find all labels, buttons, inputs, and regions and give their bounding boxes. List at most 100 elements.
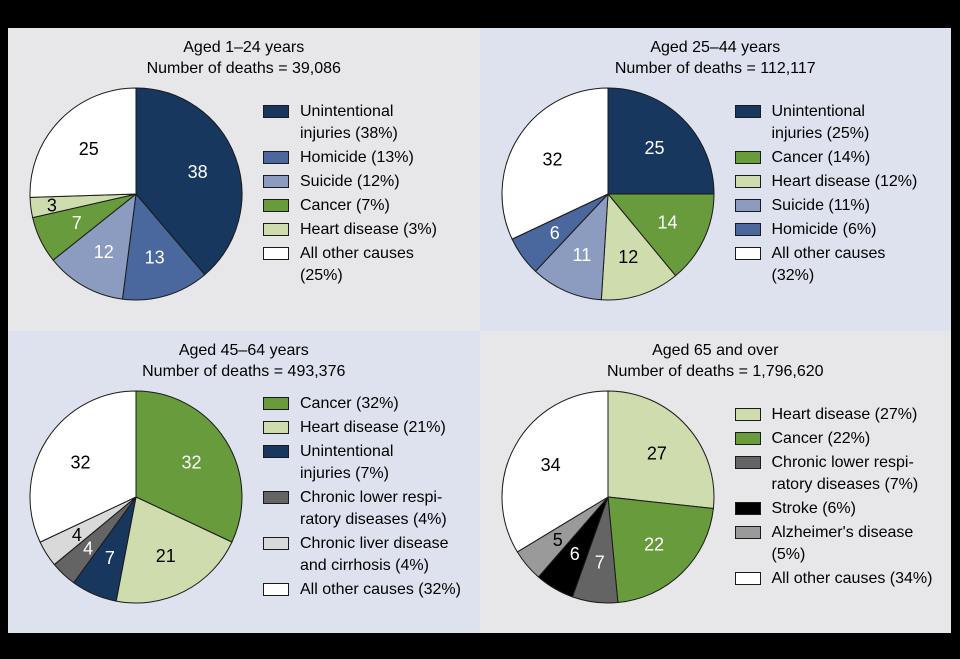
panel-aged-25-44: Aged 25–44 years Number of deaths = 112,…: [479, 28, 952, 331]
legend-item-unintentional-injuries-7: Unintentional injuries (7%): [263, 441, 479, 485]
slice-value-label: 13: [145, 248, 165, 268]
slice-value-label: 38: [188, 162, 208, 182]
slice-value-label: 12: [94, 242, 114, 262]
slice-value-label: 12: [618, 247, 638, 267]
legend-item-unintentional-injuries-38: Unintentional injuries (38%): [263, 101, 479, 145]
slice-value-label: 7: [594, 552, 604, 572]
legend-swatch: [734, 151, 761, 164]
panel-title: Aged 1–24 years: [183, 39, 305, 56]
pie-chart: 38 13 12 73 25: [29, 87, 243, 301]
slice-value-label: 32: [70, 452, 90, 472]
slice-value-label: 22: [644, 534, 664, 554]
legend-label: Heart disease (27%): [771, 405, 918, 423]
legend-item-heart-disease-12: Heart disease (12%): [734, 171, 951, 193]
legend: Heart disease (27%) Cancer (22%) Chronic l…: [734, 402, 951, 592]
pie-slice-cancer-32: [135, 390, 243, 543]
legend-label: Unintentional injuries (7%): [300, 442, 394, 482]
legend-item-heart-disease-3: Heart disease (3%): [263, 219, 479, 241]
panel-title: Aged 45–64 years: [178, 341, 309, 359]
pie-slice-heart-disease-12: [600, 193, 676, 301]
panel-title: Aged 25–44 years: [650, 39, 781, 56]
panel-title-block: Aged 65 and over Number of deaths = 1,79…: [480, 340, 952, 382]
legend-swatch: [263, 536, 289, 550]
pie-slice-all-other-causes-25: [29, 87, 137, 198]
legend-label: Cancer (14%): [771, 149, 871, 166]
panel-body: 27 22 7 6 5 34 Heart disease (27%) Cancer (22%…: [480, 389, 952, 605]
pie-slice-all-other-causes-32: [501, 87, 608, 240]
panel-subtitle: Number of deaths = 39,086: [146, 60, 341, 77]
legend-item-homicide-13: Homicide (13%): [263, 147, 479, 169]
legend-swatch: [734, 407, 761, 421]
legend-label: Chronic lower respi- ratory diseases (7%…: [771, 453, 919, 493]
legend-item-suicide-11: Suicide (11%): [734, 195, 951, 217]
legend-label: All other causes (25%): [300, 245, 414, 284]
panel-title-block: Aged 1–24 years Number of deaths = 39,08…: [8, 37, 480, 79]
legend-item-chronic-lower-respi-ratory-diseases-7: Chronic lower respi- ratory diseases (7%…: [734, 452, 951, 496]
slice-value-label: 25: [644, 138, 664, 158]
legend-label: All other causes (34%): [771, 569, 933, 587]
legend-swatch: [734, 525, 761, 539]
slice-value-label: 21: [156, 546, 176, 566]
legend-label: Homicide (6%): [771, 221, 877, 238]
legend-item-alzheimer-s-disease-5: Alzheimer's disease (5%): [734, 522, 951, 566]
slice-value-label: 14: [657, 213, 677, 233]
legend-swatch: [734, 431, 761, 445]
slice-value-label: 11: [572, 245, 591, 265]
legend: Unintentional injuries (25%) Cancer (14%)…: [734, 99, 951, 289]
legend-swatch: [263, 199, 289, 212]
legend-swatch: [734, 105, 761, 118]
legend-item-chronic-liver-disease-and-cirrhosis-4: Chronic liver disease and cirrhosis (4%): [263, 533, 479, 577]
legend-label: Cancer (22%): [771, 429, 871, 447]
legend-item-stroke-6: Stroke (6%): [734, 498, 951, 520]
slice-value-label: 32: [181, 452, 201, 472]
legend-label: Heart disease (3%): [300, 221, 437, 238]
legend-swatch: [263, 582, 289, 596]
legend-swatch: [734, 501, 761, 515]
panel-body: 32 21 7 4 4 32 Cancer (32%) Heart disease (21%…: [8, 389, 480, 605]
legend-swatch: [734, 571, 761, 585]
legend-label: Stroke (6%): [771, 499, 856, 517]
pie-slice-all-other-causes-34: [501, 390, 608, 552]
panel-aged-1-24: Aged 1–24 years Number of deaths = 39,08…: [8, 28, 480, 331]
legend-label: Cancer (32%): [300, 394, 399, 412]
pie-slice-cancer-14: [607, 193, 714, 277]
legend-swatch: [263, 151, 289, 164]
legend-item-all-other-causes-32: All other causes (32%): [734, 243, 951, 287]
four-panel-pie-figure: Aged 1–24 years Number of deaths = 39,08…: [8, 28, 951, 633]
legend-label: Chronic lower respi- ratory diseases (4%…: [300, 488, 447, 528]
legend-swatch: [263, 175, 289, 188]
legend-label: Chronic liver disease and cirrhosis (4%): [300, 534, 449, 574]
pie-slice-all-other-causes-32: [29, 390, 137, 543]
panel-aged-45-64: Aged 45–64 years Number of deaths = 493,…: [8, 330, 480, 633]
legend-item-all-other-causes-32: All other causes (32%): [263, 579, 479, 601]
legend-label: Heart disease (21%): [300, 418, 446, 436]
legend-item-unintentional-injuries-25: Unintentional injuries (25%): [734, 101, 951, 145]
legend-swatch: [263, 490, 289, 504]
pie-slice-unintentional-injuries-25: [607, 87, 714, 195]
legend-swatch: [263, 420, 289, 434]
legend-item-chronic-lower-respi-ratory-diseases-4: Chronic lower respi- ratory diseases (4%…: [263, 487, 479, 531]
legend-item-all-other-causes-25: All other causes (25%): [263, 243, 479, 287]
pie-chart: 25 14 12 11 6 32: [501, 87, 714, 301]
panel-subtitle: Number of deaths = 493,376: [142, 362, 346, 380]
pie-slice-cancer-22: [607, 496, 714, 603]
slice-value-label: 7: [105, 547, 115, 567]
legend-swatch: [734, 247, 761, 260]
legend-item-suicide-12: Suicide (12%): [263, 171, 479, 193]
legend-item-cancer-32: Cancer (32%): [263, 393, 479, 415]
legend-label: Heart disease (12%): [771, 173, 918, 190]
panel-subtitle: Number of deaths = 1,796,620: [606, 362, 824, 380]
pie-slice-heart-disease-21: [115, 496, 233, 603]
panel-title-block: Aged 25–44 years Number of deaths = 112,…: [480, 37, 952, 79]
legend-item-heart-disease-21: Heart disease (21%): [263, 417, 479, 439]
legend: Cancer (32%) Heart disease (21%) Unintenti…: [263, 391, 479, 603]
legend-item-heart-disease-27: Heart disease (27%): [734, 404, 951, 426]
legend-item-cancer-14: Cancer (14%): [734, 147, 951, 169]
legend-item-cancer-22: Cancer (22%): [734, 428, 951, 450]
legend-item-all-other-causes-34: All other causes (34%): [734, 568, 951, 590]
legend-swatch: [734, 455, 761, 469]
slice-value-label: 34: [540, 455, 560, 475]
legend-item-homicide-6: Homicide (6%): [734, 219, 951, 241]
